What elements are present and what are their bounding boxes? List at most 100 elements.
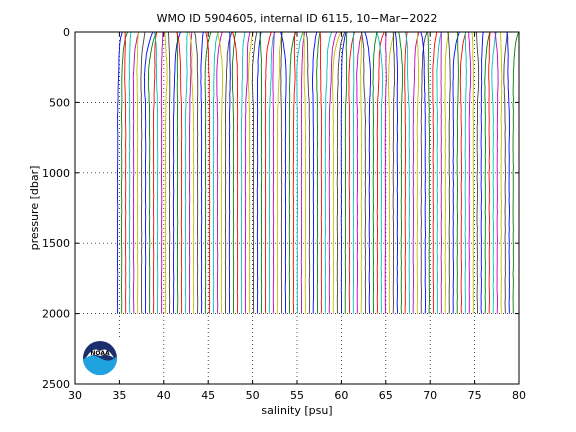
profile-line [305,31,311,314]
profile-line [344,31,348,314]
profile-line [312,31,318,314]
profile-line [464,31,467,314]
profile-line [488,31,491,314]
profile-line [140,31,146,314]
y-tick-label: 2000 [42,308,70,321]
profile-line [356,31,363,314]
x-tick-label: 55 [290,389,304,402]
profile-line [164,31,168,314]
profile-line [152,31,158,314]
x-tick-label: 45 [201,389,215,402]
profile-line [259,31,263,314]
profile-line [398,31,403,314]
profile-line [276,31,284,314]
profile-line [471,31,474,314]
profile-line [167,31,171,314]
profile-line [447,31,451,314]
profile-line [452,31,460,314]
profile-line [372,31,378,314]
profile-line [412,31,420,314]
profile-line [352,31,355,314]
profile-line [216,31,224,314]
profile-line [143,31,154,314]
x-tick-labels: 30 35 40 45 50 55 60 65 70 75 80 [68,389,526,402]
profile-line [324,31,333,314]
x-tick-label: 80 [512,389,526,402]
chart-title: WMO ID 5904605, internal ID 6115, 10−Mar… [157,12,438,25]
profile-line [404,31,411,314]
profile-line [459,31,467,314]
profile-line [480,31,484,314]
profile-line [468,31,472,314]
x-tick-label: 50 [246,389,260,402]
profile-line [244,31,251,314]
profile-line [404,31,408,314]
profile-line [228,31,231,314]
profile-line [136,31,139,314]
profile-line [384,32,387,314]
profile-line [361,31,367,314]
profile-line [328,31,338,314]
profile-line [176,31,183,314]
profile-line [432,31,438,314]
y-axis-label: pressure [dbar] [28,166,41,251]
profile-line [512,31,520,314]
profile-line [188,31,195,314]
profile-line [456,31,459,314]
profile-line [484,31,491,314]
profile-line [387,31,396,314]
y-tick-label: 500 [49,96,70,109]
profile-line [420,31,426,314]
profile-line [251,31,258,314]
x-axis-label: salinity [psu] [261,404,332,417]
profile-line [264,31,272,314]
profile-line [188,31,193,314]
x-tick-label: 40 [157,389,171,402]
profile-line [340,31,347,314]
profile-line [420,31,428,314]
profile-line [476,31,480,314]
x-tick-label: 30 [68,389,82,402]
profile-line [184,31,188,314]
profile-line [116,31,123,314]
profile-line [296,31,304,314]
profile-line [360,31,363,314]
profile-line [224,31,233,314]
profile-line [392,31,396,314]
profile-line [436,31,442,314]
profile-line [204,31,212,314]
profile-line [494,31,499,314]
profile-line [292,31,296,314]
profile-line [332,31,342,314]
logo-bird [86,349,114,358]
profile-line [348,31,355,314]
noaa-logo: NOAA [80,338,120,378]
profile-line [416,31,419,314]
x-tick-label: 75 [468,389,482,402]
profile-line [280,31,287,314]
profile-line [302,31,307,314]
y-tick-label: 0 [63,26,70,39]
profile-line [247,31,254,314]
profile-line [231,31,237,314]
y-tick-labels: 0 500 1000 1500 2000 2500 [42,26,70,391]
x-tick-label: 70 [423,389,437,402]
x-tick-label: 60 [334,389,348,402]
profile-line [205,31,211,314]
profile-line [124,31,127,314]
profile-line [288,31,297,314]
profile-line [176,31,179,314]
logo-wave [83,355,118,376]
profile-line [256,31,262,314]
profile-line [440,31,442,314]
profile-line [160,31,164,314]
profile-line [491,31,497,314]
profile-line [120,31,129,314]
profile-line [147,31,157,314]
profile-line [427,31,430,314]
profile-line [364,31,372,314]
profile-line [316,31,321,314]
profile-line [216,31,223,314]
axis-ticks [74,31,520,385]
